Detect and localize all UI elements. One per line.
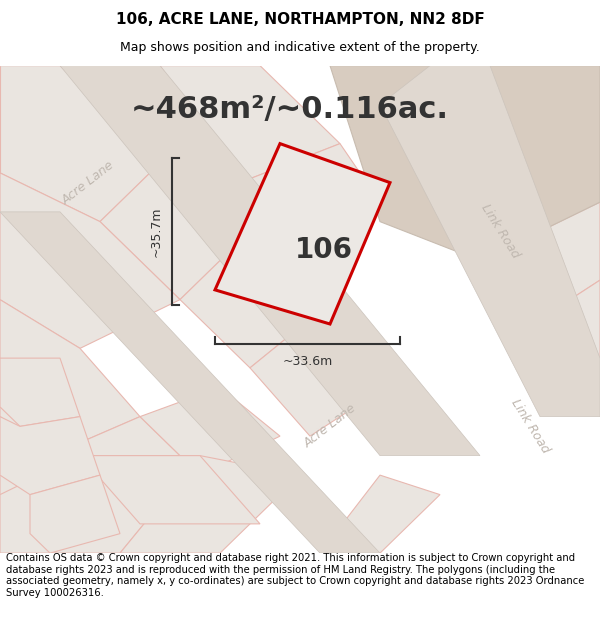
Text: Contains OS data © Crown copyright and database right 2021. This information is : Contains OS data © Crown copyright and d… bbox=[6, 553, 584, 598]
Text: Acre Lane: Acre Lane bbox=[59, 158, 116, 207]
Polygon shape bbox=[80, 456, 260, 524]
Text: 106: 106 bbox=[295, 236, 353, 264]
Polygon shape bbox=[250, 319, 370, 436]
Polygon shape bbox=[50, 417, 200, 514]
Polygon shape bbox=[0, 456, 200, 553]
Text: Link Road: Link Road bbox=[508, 397, 552, 456]
Polygon shape bbox=[540, 280, 600, 378]
Polygon shape bbox=[330, 66, 600, 261]
Polygon shape bbox=[0, 173, 180, 348]
Polygon shape bbox=[60, 66, 480, 456]
Polygon shape bbox=[30, 475, 120, 553]
Text: ~468m²/~0.116ac.: ~468m²/~0.116ac. bbox=[131, 95, 449, 124]
Polygon shape bbox=[215, 144, 390, 324]
Polygon shape bbox=[0, 66, 160, 222]
Polygon shape bbox=[100, 163, 240, 299]
Polygon shape bbox=[0, 299, 140, 456]
Polygon shape bbox=[0, 417, 120, 553]
Polygon shape bbox=[0, 417, 100, 494]
Polygon shape bbox=[480, 202, 600, 319]
Text: ~33.6m: ~33.6m bbox=[283, 354, 332, 367]
Text: Acre Lane: Acre Lane bbox=[301, 402, 359, 451]
Polygon shape bbox=[180, 241, 310, 368]
Text: Map shows position and indicative extent of the property.: Map shows position and indicative extent… bbox=[120, 41, 480, 54]
Polygon shape bbox=[320, 475, 440, 553]
Polygon shape bbox=[120, 456, 300, 553]
Polygon shape bbox=[140, 388, 280, 475]
Text: Link Road: Link Road bbox=[478, 202, 522, 261]
Text: ~35.7m: ~35.7m bbox=[149, 206, 163, 257]
Polygon shape bbox=[0, 358, 80, 426]
Text: 106, ACRE LANE, NORTHAMPTON, NN2 8DF: 106, ACRE LANE, NORTHAMPTON, NN2 8DF bbox=[116, 12, 484, 27]
Polygon shape bbox=[380, 66, 600, 417]
Polygon shape bbox=[240, 144, 380, 231]
Polygon shape bbox=[160, 66, 340, 182]
Polygon shape bbox=[0, 212, 380, 553]
